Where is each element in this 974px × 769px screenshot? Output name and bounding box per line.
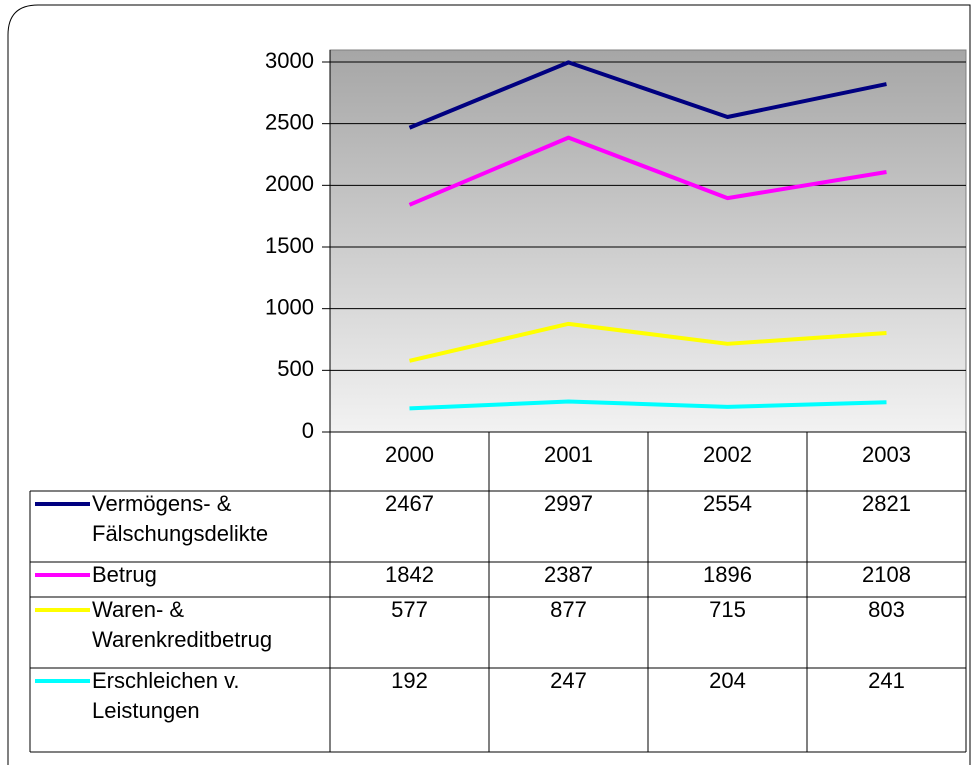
series-line [408, 60, 887, 130]
y-tick-label: 2000 [265, 171, 314, 196]
y-tick-label: 3000 [265, 48, 314, 73]
series-line [409, 399, 887, 411]
table-value: 803 [868, 597, 905, 622]
legend-label: Vermögens- & Fälschungsdelikte [92, 491, 269, 546]
frame [7, 4, 971, 765]
table-value: 241 [868, 668, 905, 693]
x-tick-label: 2000 [385, 442, 434, 467]
table-value: 247 [550, 668, 587, 693]
series-line [408, 135, 887, 207]
y-tick-label: 0 [302, 418, 314, 443]
y-tick-label: 1500 [265, 233, 314, 258]
y-tick-label: 500 [277, 356, 314, 381]
x-tick-label: 2003 [862, 442, 911, 467]
table-value: 2108 [862, 562, 911, 587]
x-tick-label: 2002 [703, 442, 752, 467]
table-value: 192 [391, 668, 428, 693]
table-value: 2997 [544, 491, 593, 516]
table-value: 1896 [703, 562, 752, 587]
table-value: 204 [709, 668, 746, 693]
y-tick-label: 2500 [265, 109, 314, 134]
series-line [409, 321, 887, 363]
legend-label: Betrug [92, 562, 157, 587]
table-value: 2554 [703, 491, 752, 516]
y-tick-label: 1000 [265, 294, 314, 319]
table-value: 2821 [862, 491, 911, 516]
legend-label: Waren- & Warenkreditbetrug [92, 597, 273, 652]
x-tick-label: 2001 [544, 442, 593, 467]
table-value: 877 [550, 597, 587, 622]
table-value: 1842 [385, 562, 434, 587]
table-value: 715 [709, 597, 746, 622]
table-value: 2467 [385, 491, 434, 516]
table-value: 2387 [544, 562, 593, 587]
table-value: 577 [391, 597, 428, 622]
legend-label: Erschleichen v. Leistungen [92, 668, 240, 723]
plot-area [329, 49, 967, 433]
